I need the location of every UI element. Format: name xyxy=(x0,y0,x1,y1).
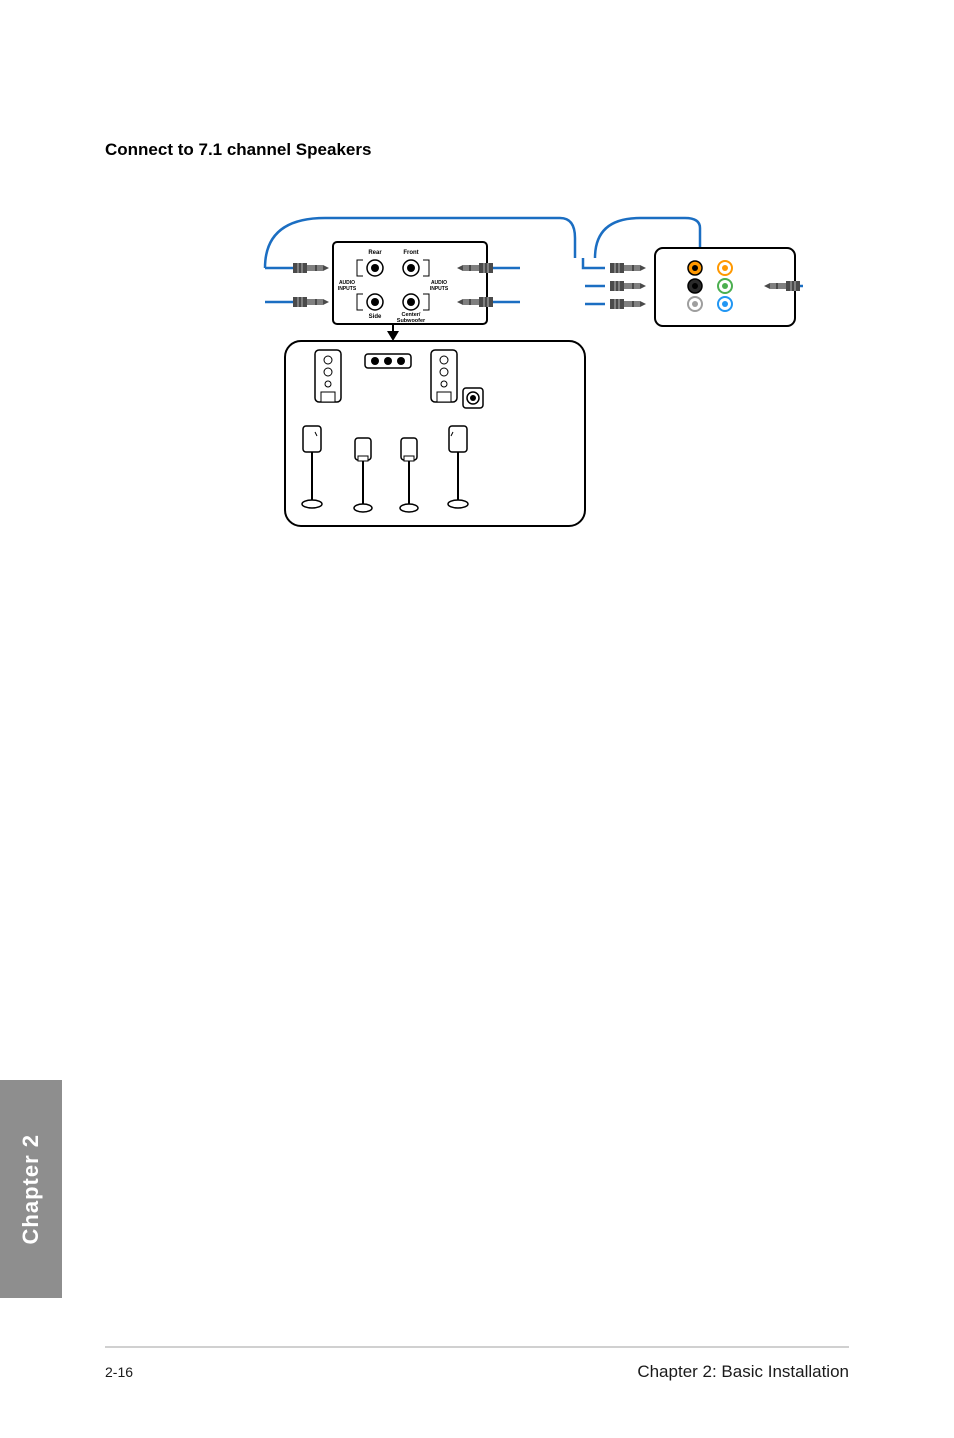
footer-chapter-title: Chapter 2: Basic Installation xyxy=(637,1362,849,1382)
page-content: Connect to 7.1 channel Speakers xyxy=(0,0,954,578)
label-side: Side xyxy=(369,314,382,320)
receiver-box: Rear Front Side Center/ Subwoofer AUDIO … xyxy=(333,242,487,324)
front-speaker-right xyxy=(431,350,457,402)
page-footer: 2-16 Chapter 2: Basic Installation xyxy=(0,1346,954,1382)
center-speaker xyxy=(365,354,411,368)
section-heading: Connect to 7.1 channel Speakers xyxy=(105,140,849,160)
svg-text:INPUTS: INPUTS xyxy=(338,286,357,292)
chapter-tab-label: Chapter 2 xyxy=(18,1134,44,1244)
svg-text:INPUTS: INPUTS xyxy=(430,286,449,292)
footer-divider xyxy=(105,1346,849,1348)
page-number: 2-16 xyxy=(105,1364,133,1380)
front-speaker-left xyxy=(315,350,341,402)
label-rear: Rear xyxy=(368,250,382,256)
svg-text:Subwoofer: Subwoofer xyxy=(397,318,426,324)
label-front: Front xyxy=(403,250,418,256)
chapter-tab: Chapter 2 xyxy=(0,1080,62,1298)
subwoofer xyxy=(463,388,483,408)
connection-diagram: Rear Front Side Center/ Subwoofer AUDIO … xyxy=(165,198,855,578)
